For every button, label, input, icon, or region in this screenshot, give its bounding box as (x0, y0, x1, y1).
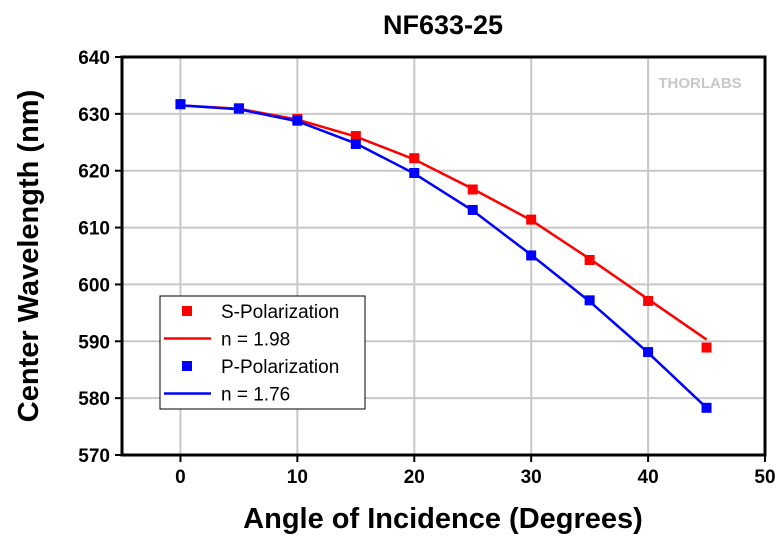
data-point (175, 99, 186, 110)
data-point (350, 138, 361, 149)
data-point (701, 342, 712, 353)
watermark-logo: THORLABS (658, 75, 741, 92)
legend-label: n = 1.76 (221, 385, 290, 406)
y-tick-label: 640 (78, 48, 110, 69)
legend-marker (182, 306, 192, 316)
fit-line-p (180, 104, 708, 409)
y-tick-label: 620 (78, 162, 110, 183)
data-point (584, 254, 595, 265)
data-point (526, 214, 537, 225)
data-point (643, 347, 654, 358)
data-point (584, 295, 595, 306)
y-tick-label: 610 (78, 219, 110, 240)
plot-frame (120, 55, 767, 457)
data-point (526, 250, 537, 261)
y-tick-label: 630 (78, 105, 110, 126)
data-point (350, 131, 361, 142)
legend-label: S-Polarization (221, 302, 339, 323)
chart-title: NF633-25 (383, 10, 503, 40)
data-point (643, 295, 654, 306)
x-tick-label: 50 (754, 467, 775, 488)
legend-marker (182, 361, 192, 371)
data-point (409, 153, 420, 164)
x-tick-label: 0 (175, 467, 186, 488)
data-point (467, 184, 478, 195)
x-tick-label: 20 (404, 467, 425, 488)
x-axis-label: Angle of Incidence (Degrees) (243, 503, 643, 535)
y-tick-label: 590 (78, 332, 110, 353)
x-tick-label: 10 (287, 467, 308, 488)
y-axis-label: Center Wavelength (nm) (13, 90, 45, 422)
x-tick-label: 40 (638, 467, 659, 488)
legend-label: n = 1.98 (221, 330, 290, 351)
legend-box (159, 295, 366, 410)
data-point (467, 204, 478, 215)
data-point (409, 167, 420, 178)
y-tick-label: 580 (78, 389, 110, 410)
x-tick-label: 30 (521, 467, 542, 488)
legend-label: P-Polarization (221, 357, 339, 378)
y-tick-label: 600 (78, 275, 110, 296)
data-point (292, 115, 303, 126)
data-point (233, 103, 244, 114)
y-tick-label: 570 (78, 446, 110, 467)
legend: S-Polarization n = 1.98 P-Polarization n = … (159, 295, 366, 410)
data-point (701, 402, 712, 413)
